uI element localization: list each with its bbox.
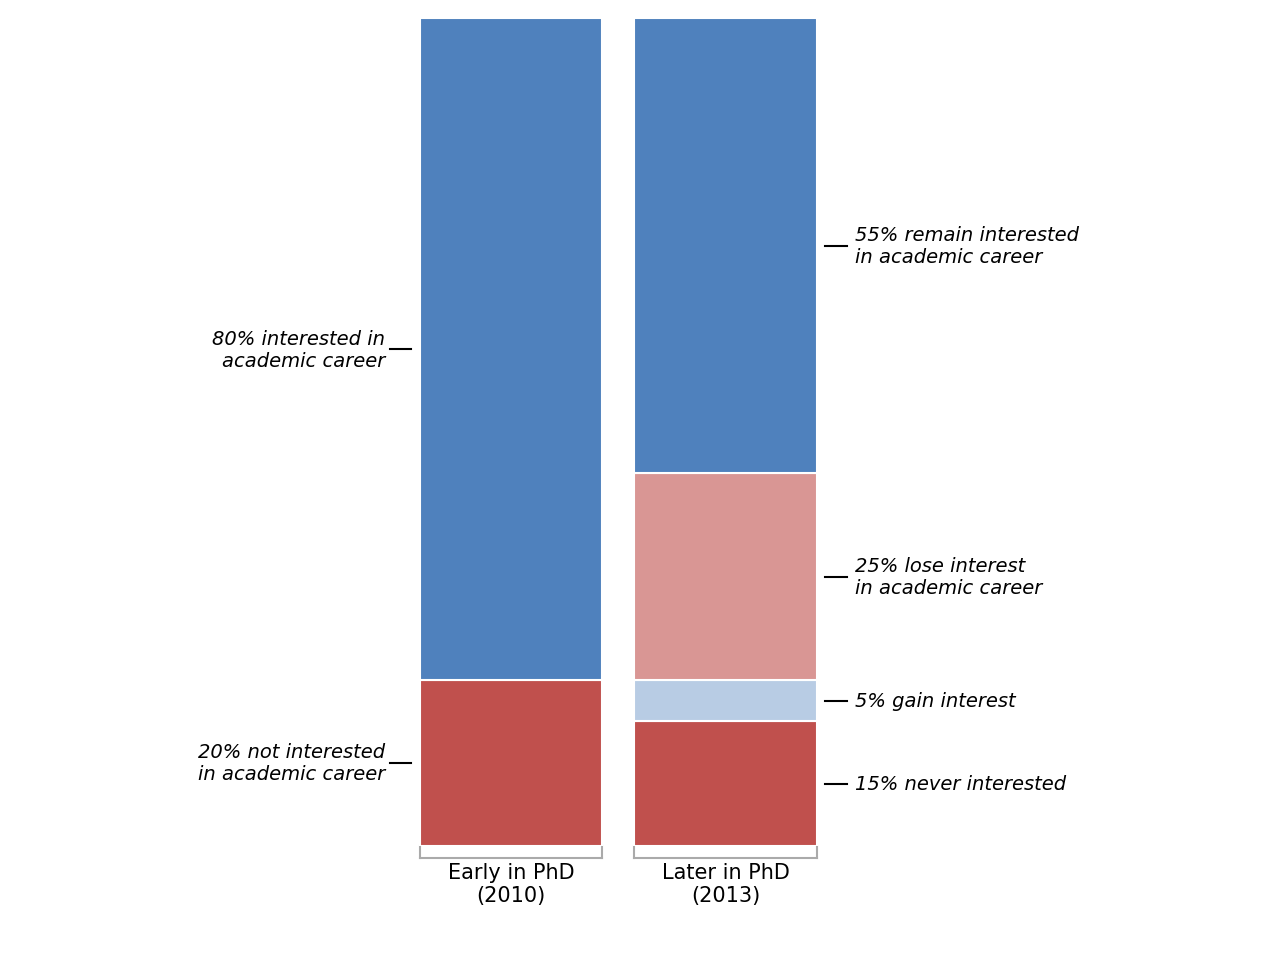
- Bar: [420, 680, 603, 846]
- Text: 80% interested in
academic career: 80% interested in academic career: [213, 330, 385, 370]
- Bar: [635, 474, 817, 680]
- Text: 5% gain interest: 5% gain interest: [855, 692, 1016, 710]
- Text: 25% lose interest
in academic career: 25% lose interest in academic career: [855, 556, 1043, 598]
- Bar: [635, 19, 817, 474]
- Bar: [420, 19, 603, 680]
- Bar: [635, 680, 817, 722]
- Text: 20% not interested
in academic career: 20% not interested in academic career: [198, 743, 385, 783]
- Text: 15% never interested: 15% never interested: [855, 775, 1066, 793]
- Text: 55% remain interested
in academic career: 55% remain interested in academic career: [855, 226, 1079, 267]
- Bar: [635, 722, 817, 846]
